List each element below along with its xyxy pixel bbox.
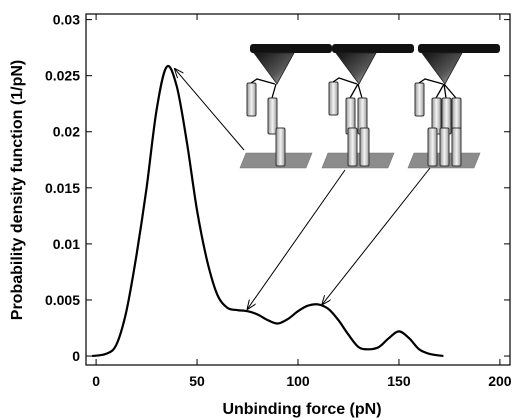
linker — [443, 83, 447, 99]
linker — [435, 83, 445, 99]
y-tick-label: 0.015 — [45, 180, 80, 196]
linker — [357, 83, 363, 99]
annotation-arrow — [322, 167, 431, 304]
cantilever-bar — [250, 44, 332, 53]
afm-tip-cone — [421, 52, 463, 85]
afm-tip-cone — [253, 52, 295, 85]
unbound-ligand-chain — [246, 82, 257, 117]
substrate-surface — [321, 152, 395, 169]
y-tick-label: 0.025 — [45, 68, 80, 84]
y-axis-ticks: 0 0.005 0.01 0.015 0.02 0.025 0.03 — [45, 12, 510, 364]
y-tick-label: 0.01 — [53, 236, 80, 252]
annotation-arrow — [175, 69, 245, 151]
x-tick-label: 150 — [387, 373, 411, 389]
linker — [250, 78, 276, 85]
surface-receptor-chain — [451, 127, 462, 167]
linker — [349, 83, 359, 99]
surface-receptor-chain — [275, 127, 286, 167]
surface-receptor-chain — [359, 127, 370, 167]
linker — [271, 83, 277, 99]
annotation-arrows — [175, 69, 431, 309]
y-axis-label: Probability density function (1/pN) — [9, 60, 26, 320]
y-tick-label: 0 — [72, 348, 80, 364]
x-axis-ticks: 0 50 100 150 200 — [92, 14, 512, 389]
surface-receptor-chain — [439, 127, 450, 167]
unbound-ligand-chain — [414, 82, 425, 117]
tip-ligand-chain — [267, 97, 278, 135]
afm-tip-cone — [335, 52, 377, 85]
y-tick-label: 0.005 — [45, 292, 80, 308]
x-axis-label: Unbinding force (pN) — [222, 401, 381, 418]
unbound-ligand-chain — [328, 81, 339, 116]
molecular-bond-inset — [239, 44, 500, 169]
surface-receptor-chain — [347, 127, 358, 167]
x-tick-label: 0 — [92, 373, 100, 389]
cantilever-bar — [332, 44, 414, 53]
y-tick-label: 0.02 — [53, 124, 80, 140]
x-tick-label: 50 — [189, 373, 205, 389]
linker — [418, 78, 444, 85]
x-tick-label: 200 — [488, 373, 512, 389]
cantilever-bar — [418, 44, 500, 53]
linker — [332, 77, 358, 85]
surface-receptor-chain — [427, 127, 438, 167]
x-tick-label: 100 — [286, 373, 310, 389]
annotation-arrow — [248, 169, 346, 309]
pdf-curve-line — [91, 64, 444, 358]
linker — [443, 83, 457, 99]
y-tick-label: 0.03 — [53, 12, 80, 28]
